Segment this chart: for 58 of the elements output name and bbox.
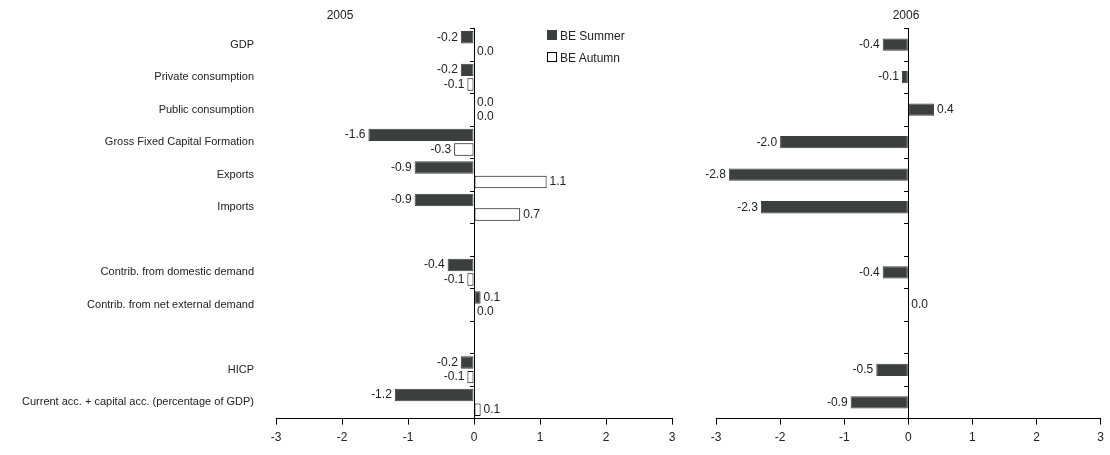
y-tick-label: Private consumption <box>154 70 255 83</box>
data-label: -0.4 <box>423 257 445 272</box>
data-label: 0.7 <box>523 206 541 221</box>
chart-title: 2006 <box>892 7 920 22</box>
data-label: -2.3 <box>737 199 759 214</box>
x-tick-label: -1 <box>838 430 850 445</box>
data-label: 0.0 <box>477 304 495 319</box>
data-label: 0.1 <box>483 401 501 416</box>
data-label: -0.1 <box>443 369 465 384</box>
x-tick-label: 0 <box>470 430 478 445</box>
data-label: 0.1 <box>483 289 501 304</box>
x-tick-label: 3 <box>1097 430 1105 445</box>
text: BE Autumn <box>560 51 621 66</box>
data-label: -0.3 <box>430 141 452 156</box>
x-tick-label: -3 <box>270 430 282 445</box>
data-label: -0.2 <box>437 29 459 44</box>
legend-label: BE Summer <box>560 29 625 44</box>
chart-title: 2005 <box>326 7 354 22</box>
data-label: 0.0 <box>477 94 495 109</box>
x-tick-label: 2 <box>602 430 610 445</box>
y-tick-label: Exports <box>216 167 255 180</box>
y-tick-label: Contrib. from domestic demand <box>100 265 255 278</box>
data-label: -0.9 <box>826 394 848 409</box>
x-tick-label: 1 <box>969 430 977 445</box>
data-label: -0.5 <box>852 362 874 377</box>
y-tick-label: Imports <box>217 200 255 213</box>
data-label: -0.9 <box>390 192 412 207</box>
data-label: 1.1 <box>549 174 567 189</box>
x-tick-label: -1 <box>402 430 414 445</box>
data-label: 0.0 <box>477 109 495 124</box>
data-label: 0.0 <box>911 297 929 312</box>
data-label: -0.1 <box>443 76 465 91</box>
data-label: -0.2 <box>437 354 459 369</box>
y-tick-label: Gross Fixed Capital Formation <box>104 135 255 148</box>
data-label: -2.0 <box>756 134 778 149</box>
y-tick-label: Public consumption <box>158 102 255 115</box>
data-label: 0.4 <box>936 102 954 116</box>
y-tick-label: HICP <box>227 362 255 375</box>
data-label: 0.0 <box>477 44 495 59</box>
x-tick-label: 3 <box>668 430 676 445</box>
data-label: -0.1 <box>443 271 465 286</box>
y-tick-label: Contrib. from net external demand <box>87 297 255 310</box>
x-tick-label: -2 <box>774 430 786 445</box>
data-label: -0.9 <box>390 159 412 174</box>
data-label: -0.1 <box>878 69 900 84</box>
y-tick-label: Current acc. + capital acc. (percentage of GDP) <box>21 395 255 408</box>
data-label: -1.2 <box>371 387 393 402</box>
x-tick-label: 1 <box>536 430 544 445</box>
x-tick-label: -3 <box>710 430 722 445</box>
x-tick-label: -2 <box>336 430 348 445</box>
data-label: -0.2 <box>437 62 459 77</box>
data-label: -0.4 <box>859 36 880 51</box>
x-tick-label: 0 <box>904 430 912 445</box>
data-label: -2.8 <box>705 167 727 182</box>
data-label: -1.6 <box>344 127 366 142</box>
data-label: -0.4 <box>859 264 880 279</box>
y-tick-label: GDP <box>230 37 255 50</box>
x-tick-label: 2 <box>1033 430 1041 445</box>
